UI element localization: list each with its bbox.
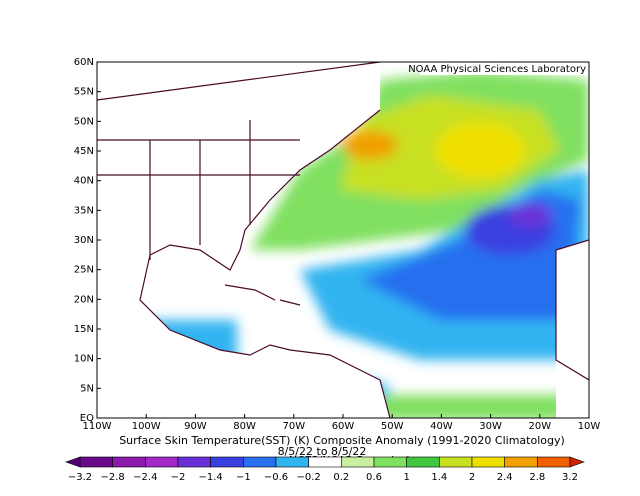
colorbar-label: −2.8 [101, 472, 125, 483]
colorbar-segment [537, 456, 571, 468]
colorbar-segment [177, 456, 211, 468]
colorbar-segment [275, 456, 309, 468]
colorbar-label: 3.2 [562, 472, 578, 483]
lat-label: 15N [74, 324, 94, 335]
colorbar-segment [373, 456, 407, 468]
colorbar-label: 2.8 [529, 472, 545, 483]
dates: 8/5/22 to 8/5/22 [278, 445, 367, 458]
lat-label: 60N [74, 57, 94, 68]
colorbar-segment [79, 456, 113, 468]
colorbar-label: 2.4 [497, 472, 513, 483]
colorbar-label: −1.4 [199, 472, 223, 483]
lon-label: 110W [83, 421, 112, 432]
colorbar-segment [406, 456, 440, 468]
caption: Surface Skin Temperature(SST) (K) Compos… [119, 434, 565, 447]
lat-label: EQ [80, 413, 94, 424]
header: NOAA Physical Sciences Laboratory [408, 64, 586, 75]
lon-label: 40W [430, 421, 453, 432]
colorbar-segment [439, 456, 473, 468]
colorbar-label: 1 [403, 472, 409, 483]
lat-label: 45N [74, 146, 94, 157]
colorbar-label: 0.6 [366, 472, 382, 483]
lat-label: 40N [74, 176, 94, 187]
colorbar-segment [471, 456, 505, 468]
colorbar-low [65, 456, 81, 468]
colorbar-label: −2 [171, 472, 186, 483]
colorbar-label: −2.4 [133, 472, 157, 483]
lon-label: 60W [332, 421, 355, 432]
colorbar-label: −0.6 [264, 472, 288, 483]
lat-label: 5N [80, 383, 94, 394]
lon-label: 90W [184, 421, 207, 432]
lat-label: 25N [74, 265, 94, 276]
lat-label: 55N [74, 87, 94, 98]
anomaly-field [97, 62, 589, 418]
colorbar-segment [210, 456, 244, 468]
lat-label: 35N [74, 205, 94, 216]
lon-label: 50W [381, 421, 404, 432]
lat-label: 30N [74, 235, 94, 246]
colorbar-segment [341, 456, 375, 468]
land [97, 62, 589, 418]
lat-label: 20N [74, 294, 94, 305]
colorbar-high [569, 456, 585, 468]
lat-label: 10N [74, 354, 94, 365]
colorbar-label: 1.4 [431, 472, 447, 483]
lon-label: 30W [479, 421, 502, 432]
colorbar-label: −0.2 [297, 472, 321, 483]
coastlines [97, 62, 589, 418]
colorbar-label: −3.2 [68, 472, 92, 483]
lon-label: 70W [282, 421, 305, 432]
colorbar-segment [243, 456, 277, 468]
colorbar-segment [112, 456, 146, 468]
colorbar-label: 2 [469, 472, 475, 483]
lon-label: 10W [578, 421, 601, 432]
lon-label: 20W [528, 421, 551, 432]
colorbar-segment [308, 456, 342, 468]
lon-label: 80W [233, 421, 256, 432]
header-box [420, 63, 588, 75]
lon-label: 100W [132, 421, 161, 432]
colorbar-segment [145, 456, 179, 468]
lat-label: 50N [74, 116, 94, 127]
colorbar-label: −1 [236, 472, 251, 483]
colorbar-segment [504, 456, 538, 468]
colorbar-label: 0.2 [333, 472, 349, 483]
